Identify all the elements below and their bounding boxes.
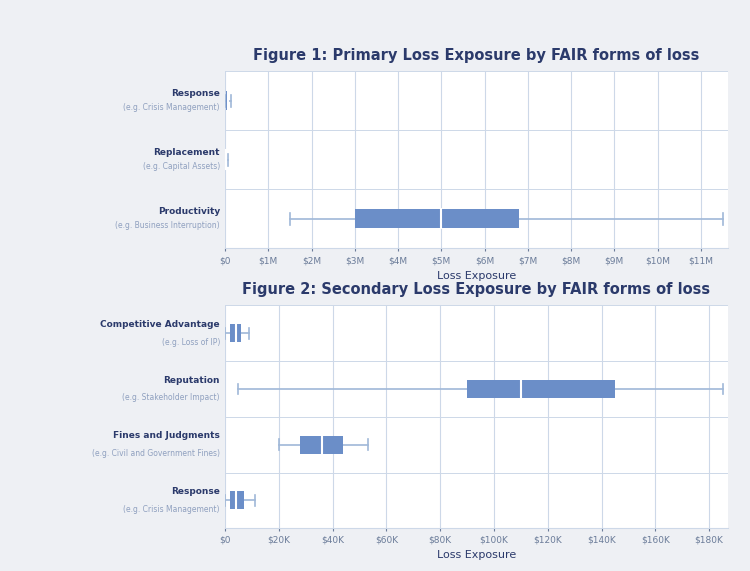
Text: Fines and Judgments: Fines and Judgments [113, 431, 220, 440]
FancyBboxPatch shape [230, 324, 242, 342]
Text: Productivity: Productivity [158, 207, 220, 216]
Text: Competitive Advantage: Competitive Advantage [100, 320, 220, 329]
Text: (e.g. Crisis Management): (e.g. Crisis Management) [124, 103, 220, 112]
FancyBboxPatch shape [355, 210, 519, 228]
Text: Response: Response [171, 89, 220, 98]
Text: (e.g. Civil and Government Fines): (e.g. Civil and Government Fines) [92, 449, 220, 458]
Text: Reputation: Reputation [164, 376, 220, 385]
X-axis label: Loss Exposure: Loss Exposure [436, 271, 516, 280]
Text: Replacement: Replacement [154, 148, 220, 157]
FancyBboxPatch shape [230, 492, 244, 509]
Text: Response: Response [171, 487, 220, 496]
Text: (e.g. Stakeholder Impact): (e.g. Stakeholder Impact) [122, 393, 220, 403]
Title: Figure 1: Primary Loss Exposure by FAIR forms of loss: Figure 1: Primary Loss Exposure by FAIR … [253, 49, 700, 63]
Text: (e.g. Capital Assets): (e.g. Capital Assets) [142, 163, 220, 171]
FancyBboxPatch shape [226, 91, 230, 110]
Text: (e.g. Loss of IP): (e.g. Loss of IP) [161, 337, 220, 347]
FancyBboxPatch shape [467, 380, 615, 398]
Text: (e.g. Business Interruption): (e.g. Business Interruption) [116, 222, 220, 231]
Title: Figure 2: Secondary Loss Exposure by FAIR forms of loss: Figure 2: Secondary Loss Exposure by FAI… [242, 283, 710, 297]
FancyBboxPatch shape [300, 436, 344, 453]
Text: (e.g. Crisis Management): (e.g. Crisis Management) [124, 505, 220, 514]
X-axis label: Loss Exposure: Loss Exposure [436, 550, 516, 560]
